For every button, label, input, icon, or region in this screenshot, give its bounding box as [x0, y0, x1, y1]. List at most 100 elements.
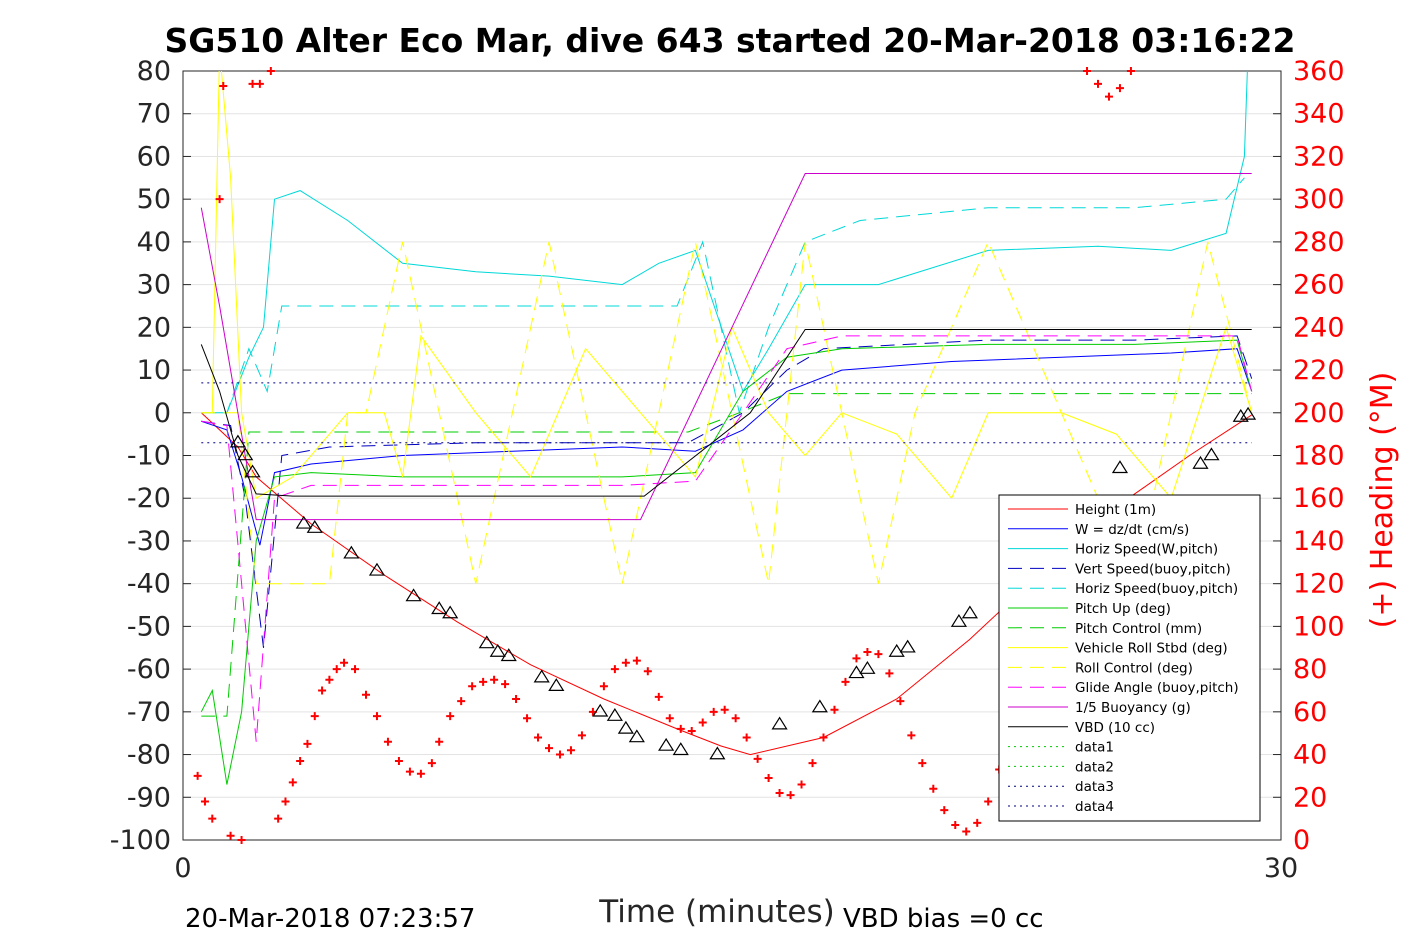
- series-line-9: [201, 335, 1253, 742]
- heading-point: [303, 739, 312, 748]
- y-tick-label: -30: [127, 526, 171, 557]
- pitch-marker: [405, 588, 422, 602]
- y-axis-right-label: (+) Heading (°M): [1365, 372, 1400, 629]
- y-tick-label: -50: [127, 611, 171, 642]
- pitch-marker: [1232, 408, 1249, 422]
- pitch-marker: [1239, 406, 1257, 420]
- heading-point: [435, 737, 444, 746]
- heading-point: [940, 806, 949, 815]
- heading-point: [1126, 67, 1135, 75]
- heading-point: [621, 658, 630, 667]
- pitch-marker: [533, 669, 550, 683]
- legend-entry: data3: [1075, 779, 1114, 795]
- pitch-marker: [295, 515, 312, 529]
- heading-point: [764, 774, 773, 783]
- y-axis-left: 80 70 60 50 40 30 20 10 0 -10 -20 -30 -40 -50 -60 -70 -8…: [110, 56, 191, 856]
- heading-point: [512, 695, 521, 704]
- heading-point: [863, 648, 872, 657]
- heading-point: [1094, 79, 1102, 88]
- heading-point: [405, 767, 414, 776]
- heading-point: [676, 724, 685, 733]
- heading-point: [383, 737, 392, 746]
- heading-point: [446, 712, 455, 721]
- y-tick-label: 60: [137, 141, 171, 172]
- x-tick-label: 0: [174, 853, 191, 884]
- pitch-marker: [237, 447, 254, 461]
- legend-entry: Horiz Speed(buoy,pitch): [1075, 581, 1238, 597]
- heading-point: [984, 797, 993, 806]
- heading-point: [193, 771, 202, 780]
- y-tick-label: 50: [137, 184, 171, 215]
- heading-point: [248, 79, 257, 88]
- pitch-marker: [343, 545, 360, 559]
- heading-point: [885, 669, 894, 678]
- heading-point: [654, 692, 663, 701]
- heading-point: [351, 665, 360, 674]
- x-axis: 0 30: [174, 832, 1298, 884]
- pitch-marker: [229, 434, 246, 448]
- heading-point: [1104, 92, 1113, 101]
- heading-point: [918, 759, 927, 768]
- heading-point: [534, 733, 543, 742]
- heading-point: [416, 769, 425, 778]
- footer-vbd-bias: VBD bias =0 cc: [843, 904, 1044, 934]
- x-axis-label: Time (minutes): [598, 894, 834, 930]
- heading-point: [797, 780, 806, 789]
- pitch-marker: [368, 562, 386, 576]
- pitch-marker: [442, 605, 459, 619]
- y-tick-label: -40: [127, 569, 171, 600]
- heading-point: [237, 836, 246, 844]
- heading-point: [555, 750, 564, 759]
- chart-title: SG510 Alter Eco Mar, dive 643 started 20…: [165, 21, 1296, 60]
- series-line-5: [200, 339, 1253, 785]
- pitch-marker: [950, 613, 968, 627]
- pitch-marker: [606, 707, 623, 721]
- y-tick-label: -80: [127, 740, 171, 771]
- pitch-marker: [617, 720, 634, 734]
- pitch-marker: [672, 742, 689, 756]
- pitch-marker: [709, 746, 726, 760]
- pitch-marker: [848, 665, 865, 679]
- heading-point: [929, 784, 938, 793]
- legend-entry: Roll Control (deg): [1075, 660, 1193, 676]
- heading-point: [852, 654, 861, 663]
- legend-entry: data4: [1075, 799, 1114, 815]
- y-right-tick-label: 160: [1293, 483, 1345, 514]
- heading-point: [490, 675, 499, 684]
- y-tick-label: -100: [110, 825, 171, 856]
- heading-point: [687, 727, 696, 736]
- pitch-marker: [478, 635, 495, 649]
- pitch-marker: [306, 519, 323, 533]
- legend-entry: data1: [1075, 740, 1114, 756]
- heading-point: [962, 827, 971, 836]
- y-tick-label: 20: [137, 312, 171, 343]
- y-right-tick-label: 20: [1293, 782, 1327, 813]
- series-line-4: [201, 177, 1245, 415]
- heading-point: [775, 789, 784, 798]
- legend-entry: Vert Speed(buoy,pitch): [1075, 561, 1231, 577]
- heading-point: [427, 759, 436, 768]
- heading-point: [742, 733, 751, 742]
- series-line-10: [200, 173, 1252, 521]
- heading-point: [599, 682, 608, 691]
- heading-point: [523, 714, 532, 723]
- y-tick-label: 80: [137, 56, 171, 87]
- y-tick-label: 70: [137, 99, 171, 130]
- heading-point: [731, 714, 740, 723]
- pitch-marker: [961, 605, 978, 619]
- heading-point: [219, 81, 228, 90]
- y-right-tick-label: 120: [1293, 569, 1345, 600]
- legend-entry: Vehicle Roll Stbd (deg): [1075, 641, 1228, 657]
- y-tick-label: 0: [154, 398, 171, 429]
- y-right-tick-label: 340: [1293, 99, 1345, 130]
- heading-point: [951, 821, 960, 830]
- legend-entry: Height (1m): [1075, 502, 1156, 518]
- heading-point: [372, 712, 381, 721]
- y-right-tick-label: 220: [1293, 355, 1345, 386]
- heading-point: [1083, 67, 1092, 75]
- heading-point: [310, 712, 319, 721]
- y-right-tick-label: 0: [1293, 825, 1310, 856]
- y-tick-label: -10: [127, 441, 171, 472]
- heading-point: [296, 756, 305, 765]
